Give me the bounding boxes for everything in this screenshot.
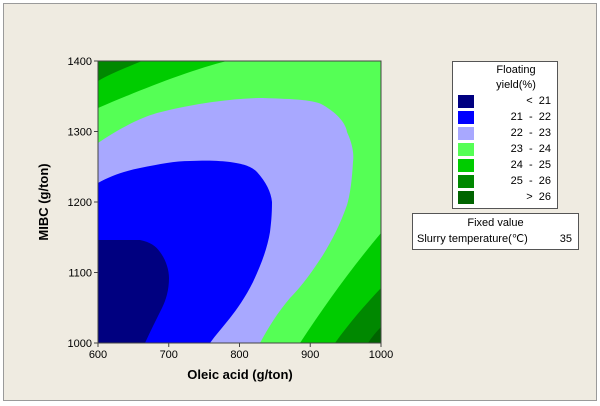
- fixed-value-title: Fixed value: [467, 217, 524, 229]
- legend-swatch: [458, 143, 474, 156]
- legend-label: 24 - 25: [510, 159, 551, 171]
- region-25-26-bottom: [335, 288, 381, 343]
- legend-entry: 23 - 24: [453, 142, 557, 158]
- legend-swatch: [458, 111, 474, 124]
- region-over-26-bottom: [368, 327, 381, 343]
- y-tick-label: 1300: [68, 127, 92, 139]
- region-under-21: [98, 240, 169, 343]
- y-tick-label: 1200: [68, 197, 92, 209]
- legend-swatch: [458, 175, 474, 188]
- legend: Floating yield(%) < 21 21 - 22 22 - 23 23 -…: [452, 61, 558, 209]
- legend-title-line1: Floating: [496, 64, 536, 76]
- legend-label: 23 - 24: [510, 143, 551, 155]
- legend-entry: 22 - 23: [453, 126, 557, 142]
- legend-swatch: [458, 159, 474, 172]
- legend-label: 25 - 26: [510, 175, 551, 187]
- x-tick-label: 600: [89, 349, 107, 361]
- legend-label: < 21: [526, 95, 551, 107]
- legend-entry: > 26: [453, 190, 557, 206]
- region-24-25-top: [98, 61, 227, 108]
- legend-entry: 25 - 26: [453, 174, 557, 190]
- y-tick-label: 1400: [68, 56, 92, 68]
- legend-swatch: [458, 191, 474, 204]
- fixed-variable-name: Slurry temperature(℃): [417, 233, 528, 245]
- y-axis-title: MIBC (g/ton): [36, 163, 51, 240]
- legend-entry: 21 - 22: [453, 110, 557, 126]
- legend-swatch: [458, 127, 474, 140]
- legend-entry: 24 - 25: [453, 158, 557, 174]
- x-tick-label: 900: [301, 349, 319, 361]
- fixed-value-box: Fixed value Slurry temperature(℃) 35: [412, 213, 579, 250]
- legend-label: 22 - 23: [510, 127, 551, 139]
- legend-swatch: [458, 95, 474, 108]
- y-tick-label: 1000: [68, 338, 92, 350]
- x-tick-label: 700: [160, 349, 178, 361]
- x-axis-title: Oleic acid (g/ton): [187, 367, 292, 382]
- x-tick-label: 800: [230, 349, 248, 361]
- legend-label: > 26: [526, 191, 551, 203]
- legend-title-line2: yield(%): [496, 79, 536, 91]
- region-25-26-top: [98, 61, 142, 81]
- legend-label: 21 - 22: [510, 111, 551, 123]
- legend-entry: < 21: [453, 94, 557, 110]
- fixed-variable-value: 35: [559, 233, 572, 245]
- x-tick-label: 1000: [369, 349, 393, 361]
- y-tick-label: 1100: [68, 268, 92, 280]
